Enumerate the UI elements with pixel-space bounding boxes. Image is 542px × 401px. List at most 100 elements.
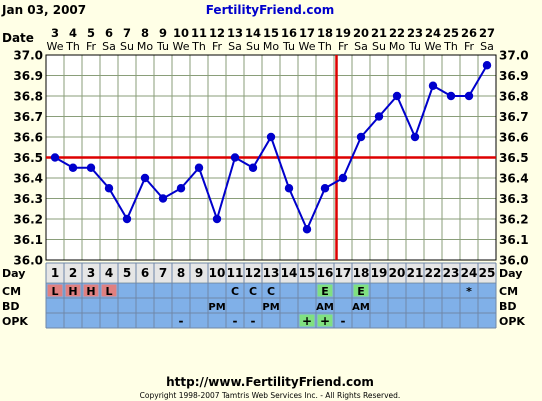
cm-entry: C <box>249 285 257 298</box>
cm-entry: C <box>231 285 239 298</box>
date-number: 8 <box>141 26 149 40</box>
footer-copyright: Copyright 1998-2007 Tamtris Web Services… <box>140 391 401 400</box>
row-label-left-cm: CM <box>2 285 21 298</box>
y-tick-label-left: 36.1 <box>13 233 43 247</box>
weekday-label: Sa <box>102 40 116 53</box>
opk-entry: + <box>302 314 312 328</box>
entry-rows-background <box>46 283 496 328</box>
temperature-point <box>284 184 294 193</box>
chart-date: Jan 03, 2007 <box>1 3 86 17</box>
y-tick-label-right: 36.4 <box>499 172 529 186</box>
y-tick-label-right: 36.1 <box>499 233 529 247</box>
y-tick-label-left: 37.0 <box>13 49 43 63</box>
temperature-point <box>446 91 456 101</box>
brand-link[interactable]: FertilityFriend.com <box>206 3 335 17</box>
day-number: 19 <box>371 266 388 280</box>
temperature-point <box>230 153 240 162</box>
row-label-right-bd: BD <box>499 300 517 313</box>
bd-entry: AM <box>352 302 370 313</box>
date-number: 20 <box>353 26 369 40</box>
cm-entry: H <box>86 285 95 298</box>
weekday-label: Su <box>246 40 260 53</box>
date-number: 16 <box>281 26 297 40</box>
day-number: 2 <box>69 266 77 280</box>
weekday-label: Sa <box>480 40 494 53</box>
weekday-label: Sa <box>354 40 368 53</box>
row-label-right-day: Day <box>499 267 522 280</box>
day-number: 7 <box>159 266 167 280</box>
plot-area: 36.0 36.0 36.1 36.1 36.2 36.2 36.3 36.3 36.4 36.4… <box>13 49 528 268</box>
y-tick-label-left: 36.3 <box>13 192 43 206</box>
y-tick-label-right: 37.0 <box>499 49 529 63</box>
date-number: 23 <box>407 26 423 40</box>
cm-eggwhite-cell <box>353 284 369 297</box>
day-number: 13 <box>263 266 280 280</box>
y-tick-label-left: 36.0 <box>13 254 43 268</box>
y-tick-label-right: 36.5 <box>499 151 529 165</box>
row-label-left-opk: OPK <box>2 315 28 328</box>
footer-url[interactable]: http://www.FertilityFriend.com <box>166 375 374 389</box>
y-tick-label-right: 36.7 <box>499 110 529 124</box>
date-number: 25 <box>443 26 459 40</box>
day-number: 20 <box>389 266 406 280</box>
row-label-left-day: Day <box>2 267 25 280</box>
date-number: 9 <box>159 26 167 40</box>
date-number: 4 <box>69 26 77 40</box>
weekday-label: Su <box>372 40 386 53</box>
day-number: 5 <box>123 266 131 280</box>
temperature-point <box>410 132 420 142</box>
day-number: 22 <box>425 266 442 280</box>
weekday-label: Su <box>120 40 134 53</box>
weekday-label: Fr <box>464 40 475 53</box>
temperature-point <box>68 163 78 172</box>
cm-menses-cell <box>101 284 117 297</box>
opk-entry: - <box>233 314 238 328</box>
weekday-label: Tu <box>282 40 295 53</box>
y-tick-label-right: 36.8 <box>499 90 529 104</box>
bd-entry: PM <box>262 302 279 313</box>
temperature-point <box>212 214 222 224</box>
date-number: 21 <box>371 26 387 40</box>
weekday-label: Th <box>443 40 458 53</box>
day-number: 25 <box>479 266 496 280</box>
day-number: 23 <box>443 266 460 280</box>
row-label-right-cm: CM <box>499 285 518 298</box>
temperature-point <box>374 112 384 121</box>
day-number: 12 <box>245 266 262 280</box>
date-number: 15 <box>263 26 279 40</box>
chart-rows: Date 3 4 5 6 7 8 9 10 11 12 13 14 15 16 17 18 19 20 21 22 23 2… <box>2 26 525 329</box>
day-number: 21 <box>407 266 424 280</box>
opk-entry: - <box>179 314 184 328</box>
day-number: 4 <box>105 266 113 280</box>
date-number: 6 <box>105 26 113 40</box>
date-number: 24 <box>425 26 441 40</box>
cm-entry: * <box>466 285 472 298</box>
y-tick-label-right: 36.3 <box>499 192 529 206</box>
temperature-point <box>176 184 186 193</box>
date-number: 17 <box>299 26 315 40</box>
temperature-point <box>302 225 312 234</box>
date-number: 27 <box>479 26 495 40</box>
temperature-point <box>392 91 402 101</box>
weekday-label: Th <box>191 40 206 53</box>
cm-entry: C <box>267 285 275 298</box>
y-tick-label-right: 36.6 <box>499 131 529 145</box>
bd-entry: AM <box>316 302 334 313</box>
y-tick-label-left: 36.4 <box>13 172 43 186</box>
temperature-point <box>50 153 60 162</box>
cm-entry: L <box>51 285 58 298</box>
y-tick-label-right: 36.2 <box>499 213 529 227</box>
temperature-point <box>122 214 132 224</box>
cm-entry: H <box>68 285 77 298</box>
temperature-point <box>320 184 330 193</box>
day-number: 15 <box>299 266 316 280</box>
y-tick-label-left: 36.5 <box>13 151 43 165</box>
weekday-label: Fr <box>338 40 349 53</box>
day-number: 10 <box>209 266 226 280</box>
temperature-point <box>428 81 438 90</box>
temperature-point <box>266 132 276 142</box>
day-number: 14 <box>281 266 298 280</box>
date-number: 18 <box>317 26 333 40</box>
weekday-label: Fr <box>212 40 223 53</box>
